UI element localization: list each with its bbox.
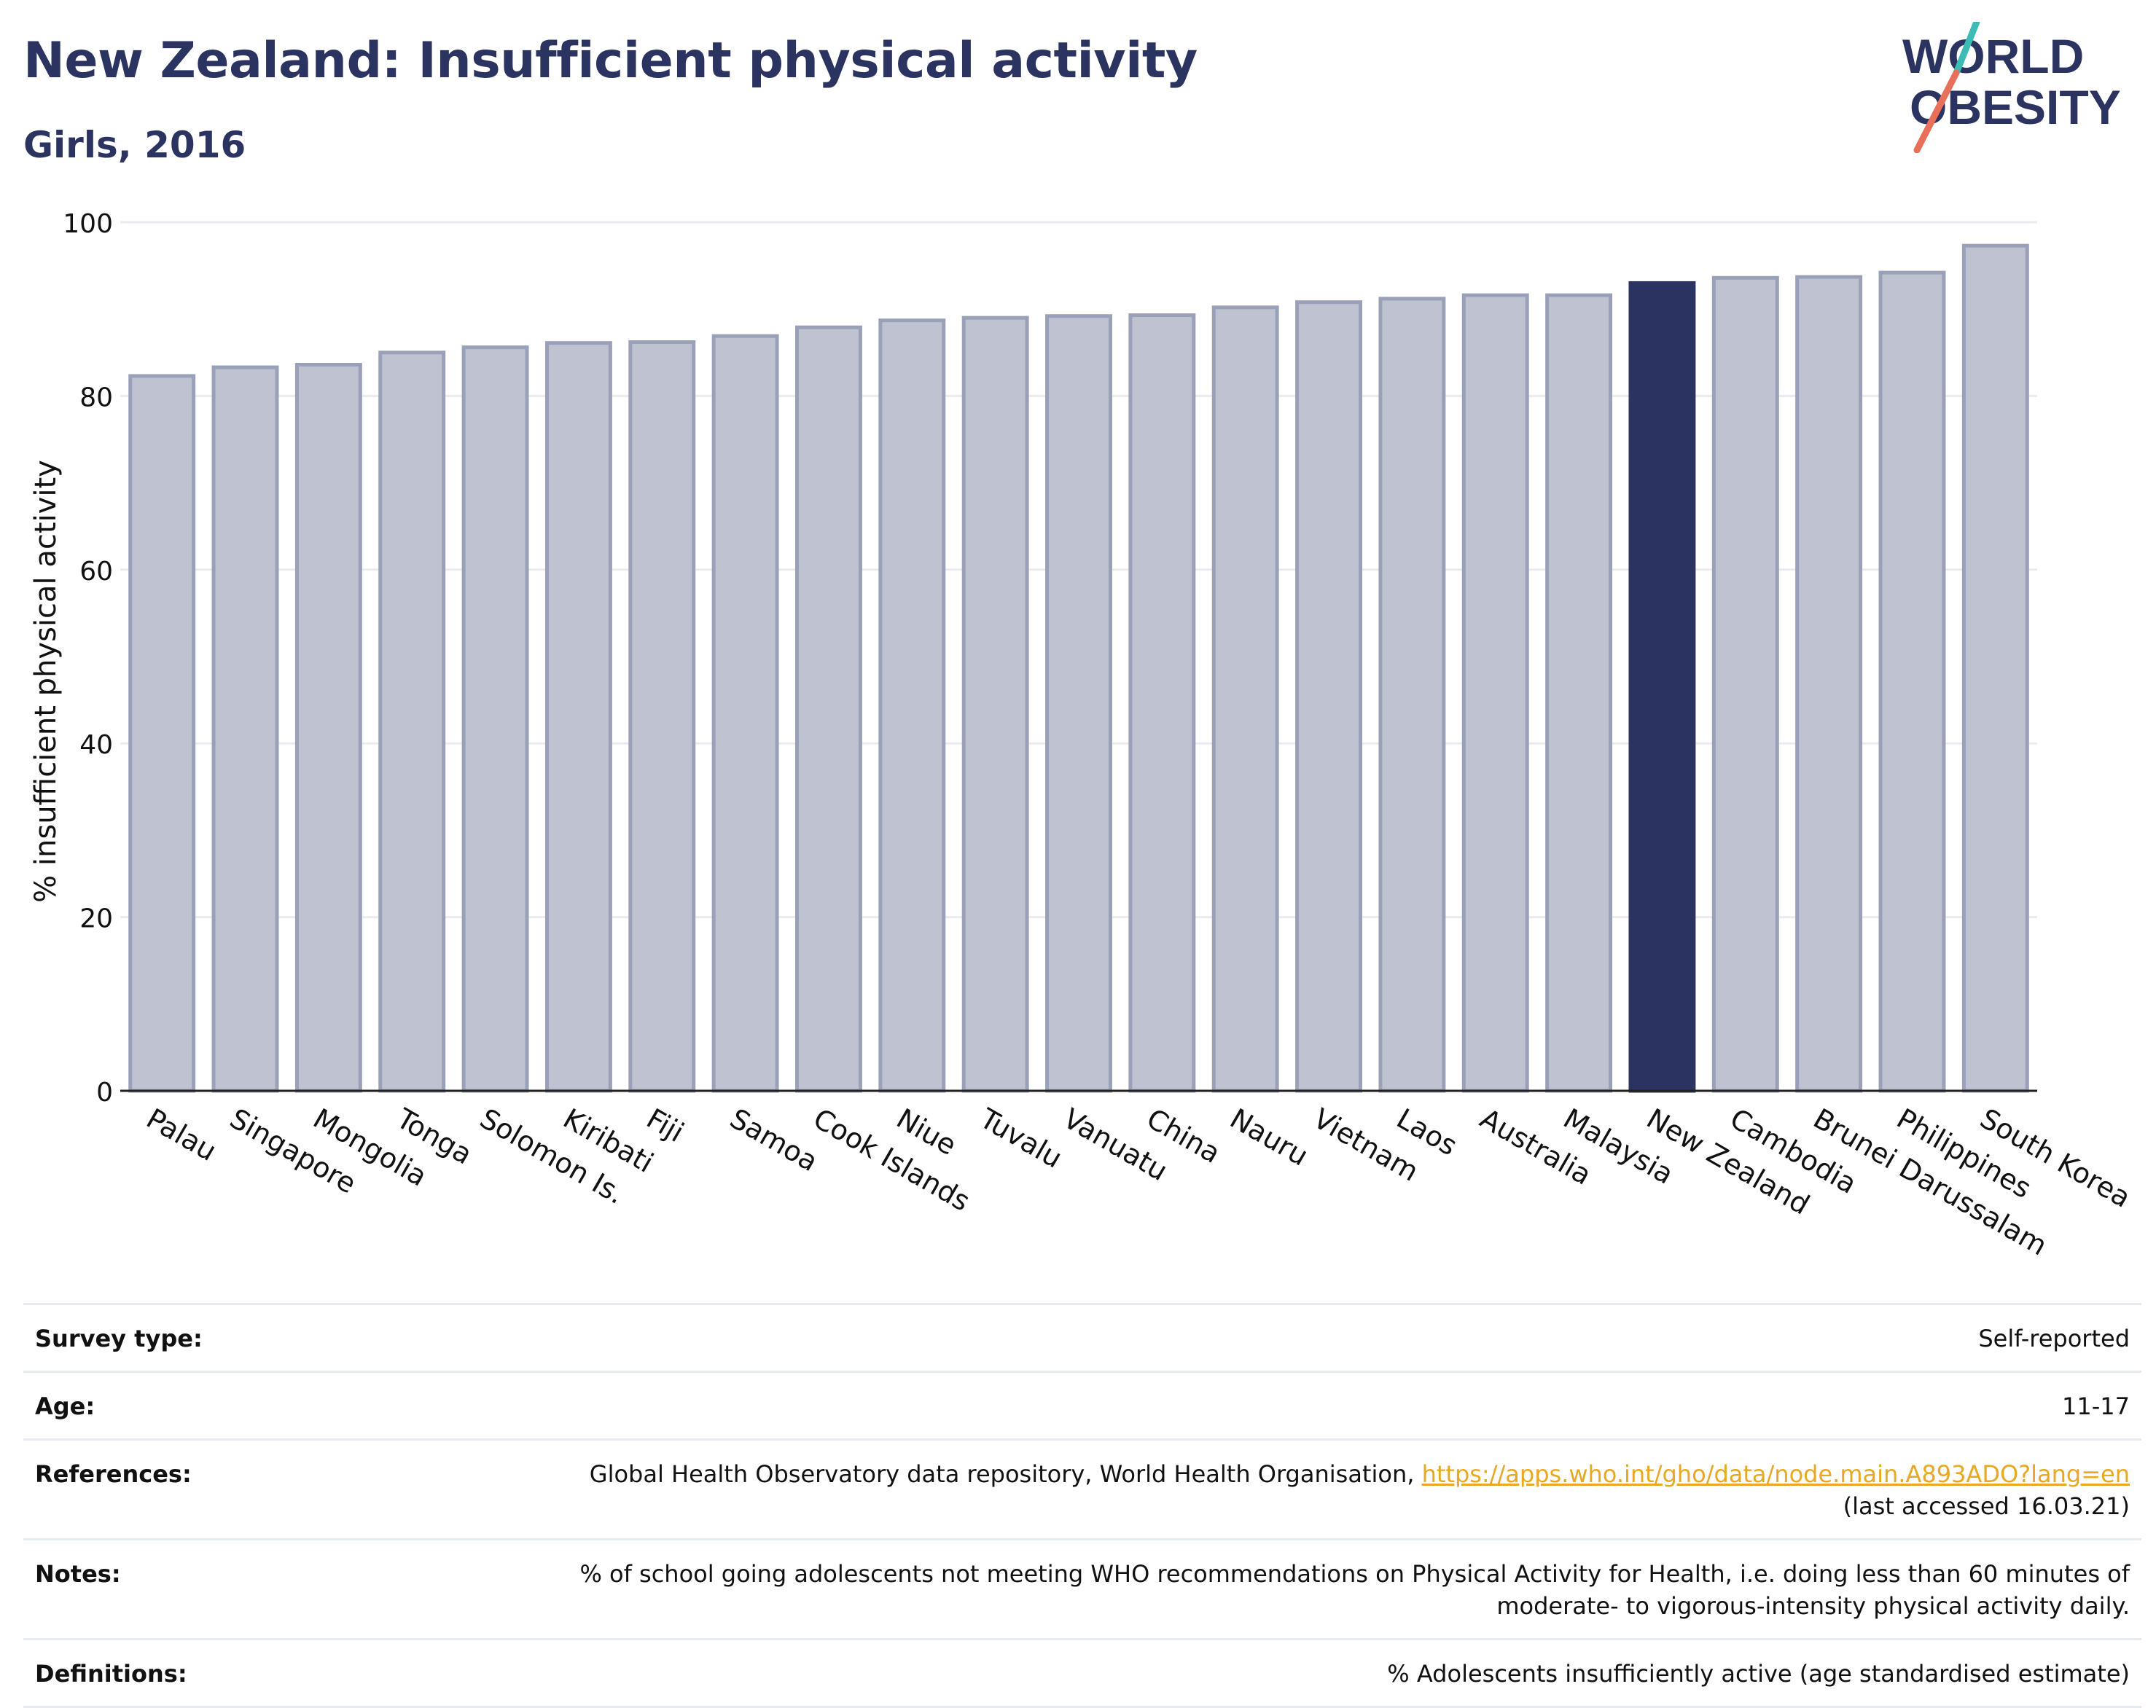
bar-samoa [711,334,779,1093]
bar-philippines [1878,270,1946,1093]
bar-south-korea [1961,243,2029,1093]
references-value: Global Health Observatory data repositor… [341,1458,2130,1522]
bar-laos [1378,297,1446,1093]
bar-tuvalu [961,316,1029,1093]
info-row-definitions: Definitions: % Adolescents insufficientl… [23,1638,2141,1708]
y-tick-label: 40 [79,730,113,760]
bar-singapore [211,365,279,1093]
x-tick-label: Fiji [641,1102,690,1148]
x-tick-label: Palau [141,1102,222,1167]
world-obesity-logo: WORLD OBESITY [1902,22,2121,153]
chart-title: New Zealand: Insufficient physical activ… [23,32,1198,90]
bar-solomon-is- [461,345,529,1093]
y-axis-label: % insufficient physical activity [29,460,63,903]
bars [128,243,2029,1093]
info-row-references: References: Global Health Observatory da… [23,1438,2141,1538]
info-table: Survey type: Self-reported Age: 11-17 Re… [23,1303,2141,1708]
info-row-notes: Notes: % of school going adolescents not… [23,1538,2141,1638]
x-tick-label: Nauru [1225,1102,1313,1172]
age-value: 11-17 [2062,1392,2130,1420]
references-label: References: [35,1460,192,1488]
x-tick-label: Tuvalu [974,1102,1067,1175]
bar-nauru [1211,305,1279,1093]
bar-tonga [378,350,446,1093]
reference-link[interactable]: https://apps.who.int/gho/data/node.main.… [1421,1460,2130,1488]
bar-palau [128,374,196,1093]
y-tick-label: 20 [79,904,113,934]
bar-new-zealand [1628,281,1696,1093]
chart-subtitle: Girls, 2016 [23,124,246,166]
age-label: Age: [35,1392,95,1420]
survey-type-value: Self-reported [1978,1325,2130,1352]
info-row-survey-type: Survey type: Self-reported [23,1303,2141,1371]
bar-vietnam [1295,300,1362,1093]
bar-cambodia [1711,275,1779,1093]
y-tick-label: 60 [79,557,113,587]
y-tick-label: 100 [63,209,113,239]
definitions-label: Definitions: [35,1660,187,1688]
y-tick-label: 0 [96,1078,113,1108]
definitions-value: % Adolescents insufficiently active (age… [1387,1660,2130,1688]
references-accessed: (last accessed 16.03.21) [1843,1492,2130,1520]
references-text: Global Health Observatory data repositor… [589,1460,1422,1488]
y-tick-label: 80 [79,383,113,412]
bar-mongolia [294,362,362,1093]
bar-malaysia [1545,293,1613,1093]
x-tick-label: Cook Islands [808,1102,975,1218]
bar-vanuatu [1045,314,1112,1093]
notes-value: % of school going adolescents not meetin… [579,1560,2130,1620]
bar-australia [1461,293,1529,1093]
bar-kiribati [544,341,612,1093]
bar-niue [878,318,946,1093]
x-tick-label: Samoa [724,1102,823,1178]
survey-type-label: Survey type: [35,1325,203,1352]
svg-text:WORLD: WORLD [1902,29,2084,83]
notes-label: Notes: [35,1560,121,1588]
bar-brunei-darussalam [1795,275,1863,1093]
info-row-age: Age: 11-17 [23,1371,2141,1438]
bar-cook-islands [795,325,862,1093]
bar-china [1128,313,1196,1093]
bar-fiji [628,340,696,1093]
